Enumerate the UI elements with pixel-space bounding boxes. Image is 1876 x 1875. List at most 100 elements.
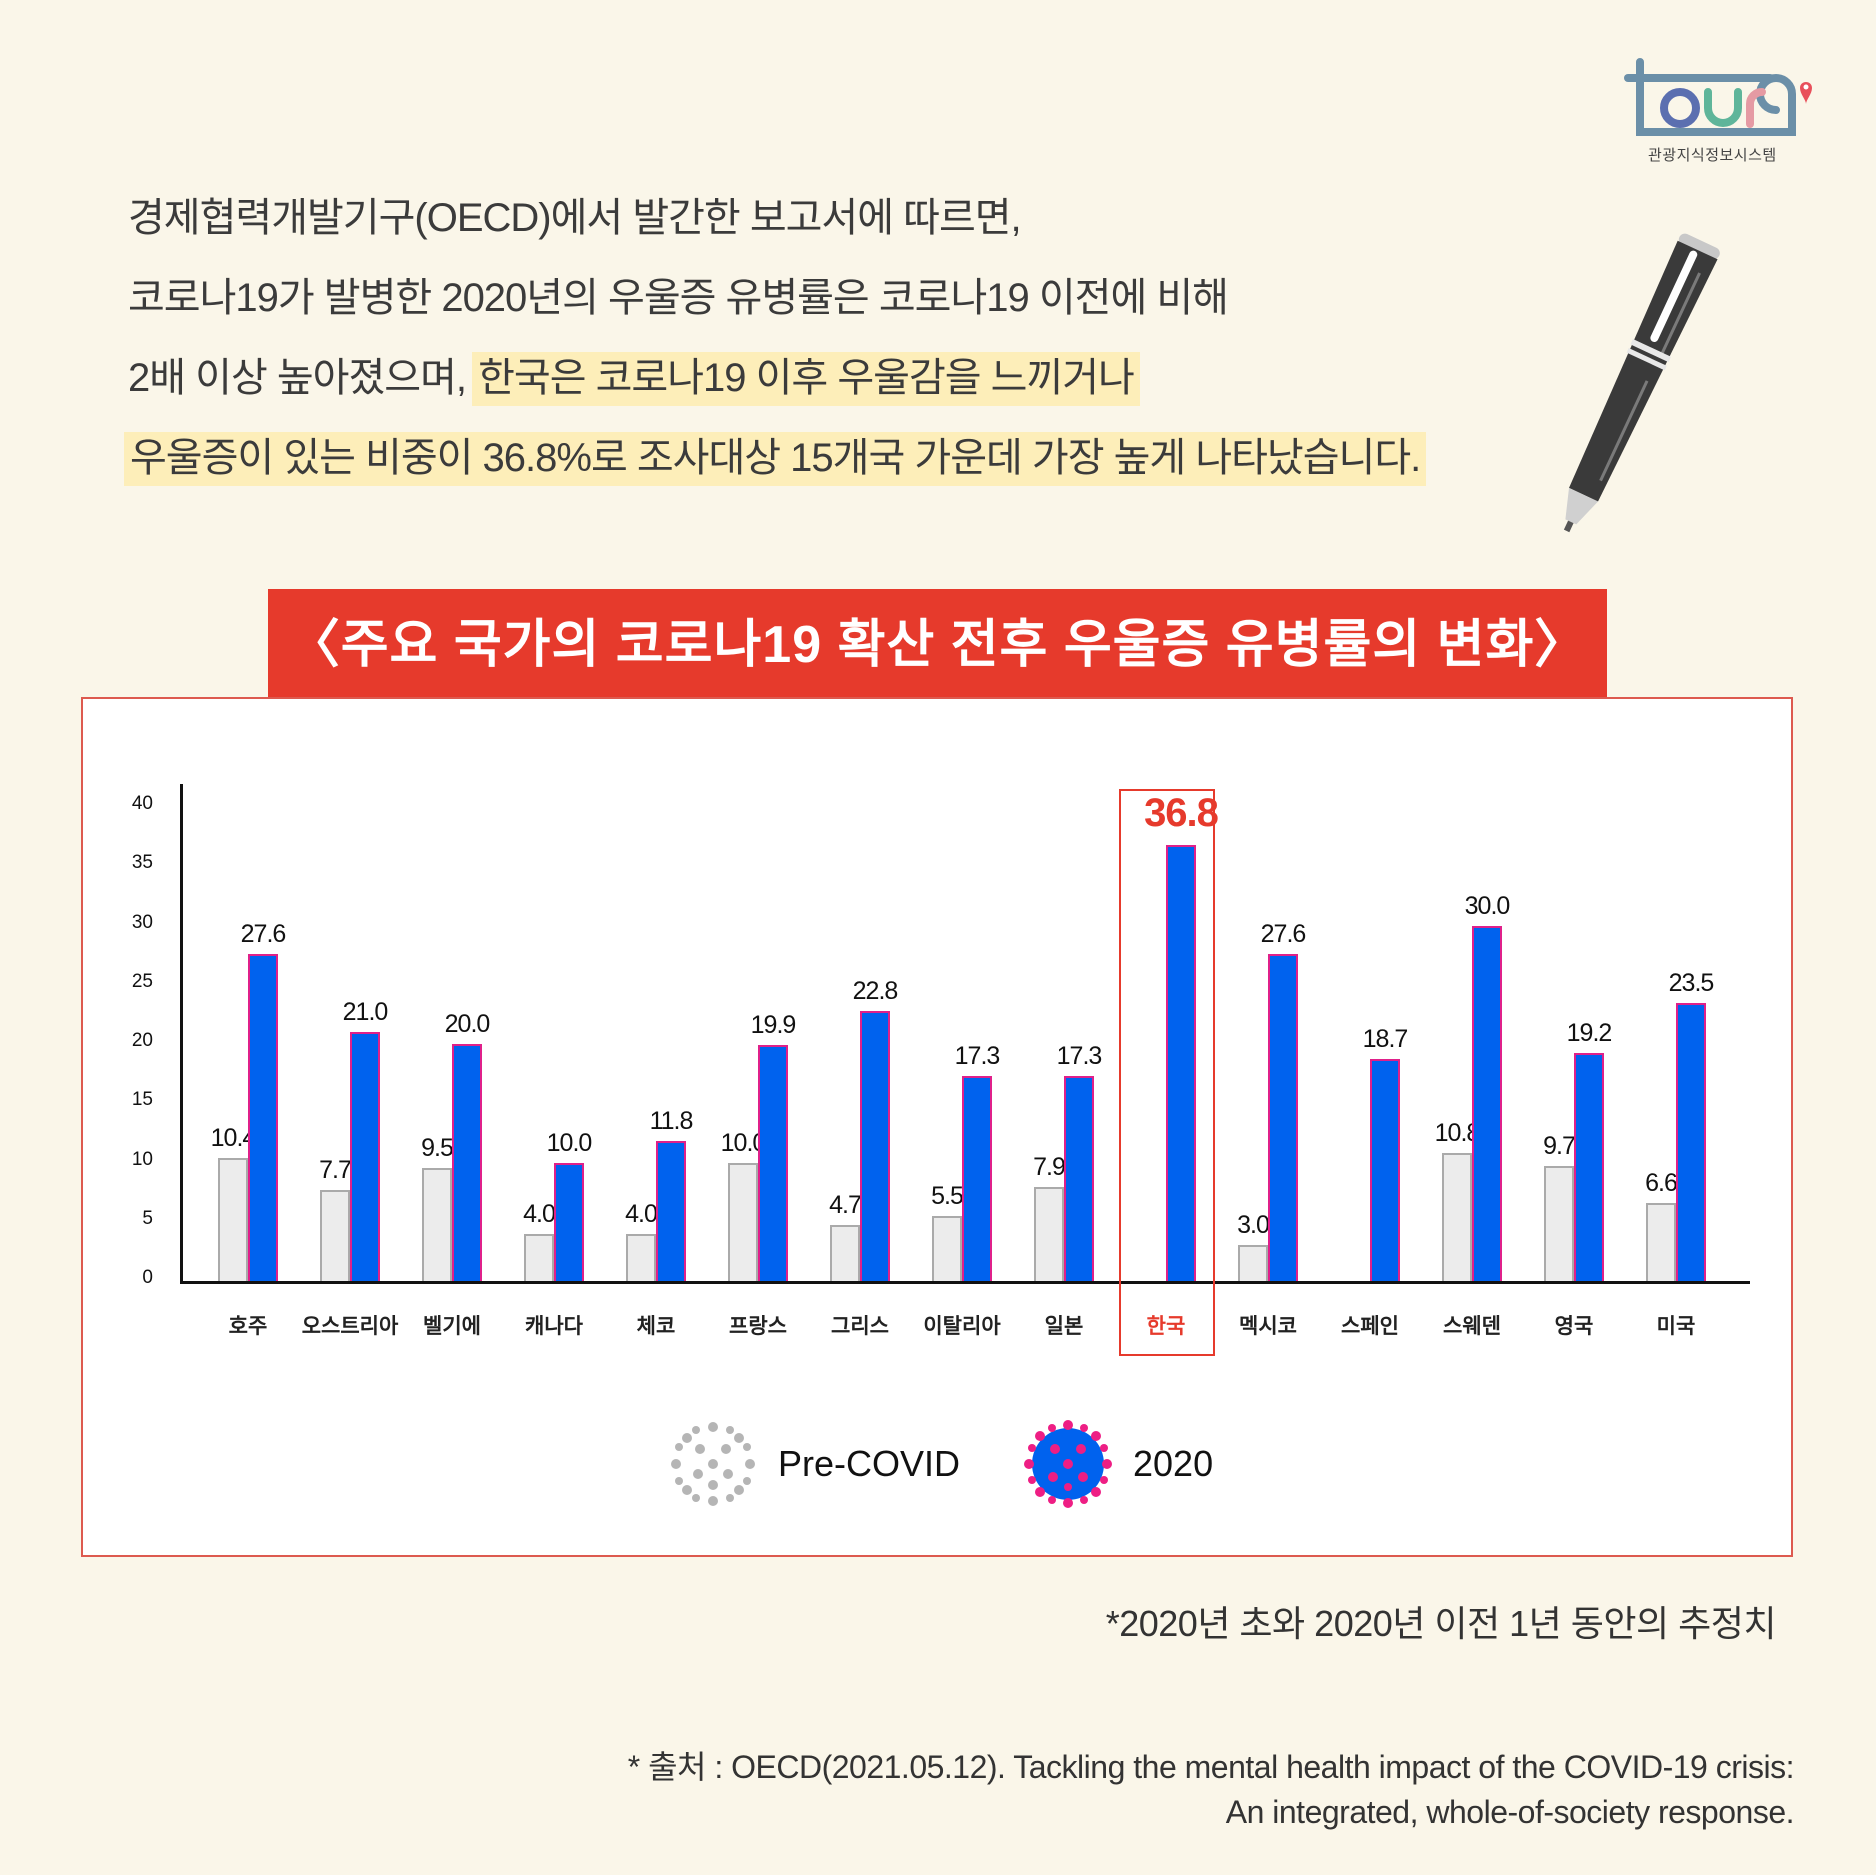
bar-pre-covid [728, 1162, 758, 1281]
source-line-1: * 출처 : OECD(2021.05.12). Tackling the me… [627, 1749, 1795, 1785]
value-label-pre-covid: 7.9 [1033, 1153, 1066, 1182]
y-tick-label: 10 [131, 1148, 153, 1170]
bar-2020 [860, 1010, 890, 1281]
value-label-pre-covid: 3.0 [1237, 1211, 1270, 1240]
x-category-label: 일본 [1044, 1315, 1084, 1338]
value-label-pre-covid: 7.7 [319, 1155, 352, 1184]
chart-legend: Pre-COVID 2 [83, 1419, 1795, 1519]
x-category-label: 오스트리아 [301, 1315, 399, 1338]
bar-pre-covid [830, 1225, 860, 1281]
intro-highlight-2: 우울증이 있는 비중이 36.8%로 조사대상 15개국 가운데 가장 높게 나… [124, 432, 1427, 486]
chart-title-banner: 〈주요 국가의 코로나19 확산 전후 우울증 유병률의 변화〉 [268, 589, 1607, 697]
x-category-label: 미국 [1656, 1315, 1696, 1338]
value-label-pre-covid: 9.7 [1543, 1132, 1576, 1161]
y-tick-label: 25 [131, 970, 153, 992]
value-label-2020: 17.3 [954, 1041, 1001, 1070]
y-tick-label: 0 [142, 1267, 153, 1288]
value-label-2020: 19.9 [750, 1011, 797, 1040]
bar-pre-covid [626, 1233, 656, 1281]
x-category-label: 영국 [1554, 1315, 1594, 1338]
value-label-2020: 18.7 [1362, 1025, 1409, 1054]
intro-line-2: 코로나19가 발병한 2020년의 우울증 유병률은 코로나19 이전에 비해 [128, 276, 1229, 320]
intro-paragraph: 경제협력개발기구(OECD)에서 발간한 보고서에 따르면, 코로나19가 발병… [124, 178, 1427, 498]
value-label-2020: 21.0 [342, 998, 389, 1027]
source-line-2: An integrated, whole-of-society response… [1225, 1794, 1795, 1830]
legend-label-2020: 2020 [1133, 1443, 1214, 1484]
y-axis [180, 784, 183, 1284]
virus-gray-icon [671, 1422, 755, 1506]
bar-pre-covid [320, 1189, 350, 1281]
value-label-2020: 30.0 [1464, 891, 1511, 920]
bar-2020 [452, 1044, 482, 1281]
intro-line-3-plain: 2배 이상 높아졌으며, [128, 356, 477, 400]
value-label-2020: 22.8 [852, 976, 899, 1005]
value-label-pre-covid: 4.7 [829, 1191, 862, 1220]
value-label-2020: 11.8 [649, 1107, 694, 1136]
bar-2020 [554, 1162, 584, 1281]
bar-2020 [1676, 1002, 1706, 1281]
value-label-2020: 27.6 [240, 919, 287, 948]
y-tick-label: 15 [131, 1089, 153, 1111]
value-label-pre-covid: 4.0 [523, 1199, 556, 1228]
intro-line-3: 2배 이상 높아졌으며, 한국은 코로나19 이후 우울감을 느끼거나 [128, 338, 1426, 418]
value-label-2020: 23.5 [1668, 968, 1715, 997]
x-category-label: 캐나다 [525, 1315, 583, 1338]
value-label-pre-covid: 4.0 [625, 1199, 658, 1228]
bar-pre-covid [218, 1157, 248, 1281]
virus-blue-icon [1024, 1420, 1112, 1508]
bar-2020 [656, 1141, 686, 1281]
value-label-2020: 17.3 [1056, 1041, 1103, 1070]
bar-pre-covid [1442, 1153, 1472, 1281]
intro-highlight-1: 한국은 코로나19 이후 우울감을 느끼거나 [472, 352, 1140, 406]
value-label-pre-covid: 5.5 [931, 1181, 964, 1210]
logo-subtitle: 관광지식정보시스템 [1648, 147, 1777, 164]
y-tick-label: 5 [142, 1207, 153, 1229]
x-category-label: 벨기에 [423, 1315, 481, 1338]
y-tick-label: 30 [131, 911, 153, 933]
bar-2020 [248, 953, 278, 1281]
bar-2020 [350, 1032, 380, 1281]
chart-frame: 0 5 10 15 20 25 30 35 40 10.4 27.6 호주 7.7 21.0 오스트리아 9.… [81, 697, 1793, 1557]
x-category-label: 이탈리아 [923, 1315, 1001, 1338]
x-category-label: 체코 [636, 1315, 676, 1338]
bar-2020 [758, 1045, 788, 1281]
source-citation: * 출처 : OECD(2021.05.12). Tackling the me… [627, 1745, 1795, 1835]
bar-chart: 0 5 10 15 20 25 30 35 40 10.4 27.6 호주 7.7 21.0 오스트리아 9.… [83, 699, 1795, 1559]
pen-illustration-icon [1563, 233, 1720, 533]
bar-2020 [1370, 1059, 1400, 1281]
value-label-2020: 20.0 [444, 1010, 491, 1038]
x-category-label: 스페인 [1341, 1315, 1399, 1338]
legend-item-pre-covid: Pre-COVID [668, 1419, 960, 1509]
intro-line-4: 우울증이 있는 비중이 36.8%로 조사대상 15개국 가운데 가장 높게 나… [124, 418, 1427, 498]
bar-2020 [962, 1075, 992, 1281]
bar-pre-covid [1238, 1245, 1268, 1281]
value-label-pre-covid: 9.5 [421, 1134, 454, 1163]
bar-pre-covid [524, 1233, 554, 1281]
x-category-label: 스웨덴 [1443, 1315, 1501, 1338]
intro-line-1: 경제협력개발기구(OECD)에서 발간한 보고서에 따르면, [128, 196, 1022, 240]
bar-2020 [1574, 1053, 1604, 1281]
bar-pre-covid [1646, 1202, 1676, 1281]
bar-pre-covid [1034, 1187, 1064, 1281]
legend-item-2020: 2020 [1023, 1419, 1213, 1509]
x-category-label: 한국 [1146, 1315, 1186, 1338]
highlight-box-korea [1119, 789, 1215, 1356]
tour9-logo-icon [1624, 58, 1812, 136]
tour9-logo: 관광지식정보시스템 [1620, 52, 1820, 172]
bar-2020 [1064, 1075, 1094, 1281]
bar-2020 [1166, 844, 1196, 1281]
bar-2020 [1268, 953, 1298, 1281]
value-label-pre-covid: 6.6 [1645, 1168, 1678, 1197]
footnote: *2020년 초와 2020년 이전 1년 동안의 추정치 [1105, 1603, 1777, 1644]
x-category-label: 멕시코 [1239, 1315, 1297, 1338]
x-category-label: 프랑스 [729, 1315, 787, 1338]
value-label-2020: 10.0 [546, 1128, 593, 1157]
x-category-label: 그리스 [831, 1315, 889, 1338]
bar-2020 [1472, 925, 1502, 1281]
bar-pre-covid [932, 1215, 962, 1281]
y-tick-label: 20 [131, 1030, 153, 1051]
bar-pre-covid [422, 1168, 452, 1281]
bar-pre-covid [1544, 1166, 1574, 1281]
y-tick-label: 35 [131, 852, 153, 874]
x-category-label: 호주 [228, 1315, 268, 1338]
